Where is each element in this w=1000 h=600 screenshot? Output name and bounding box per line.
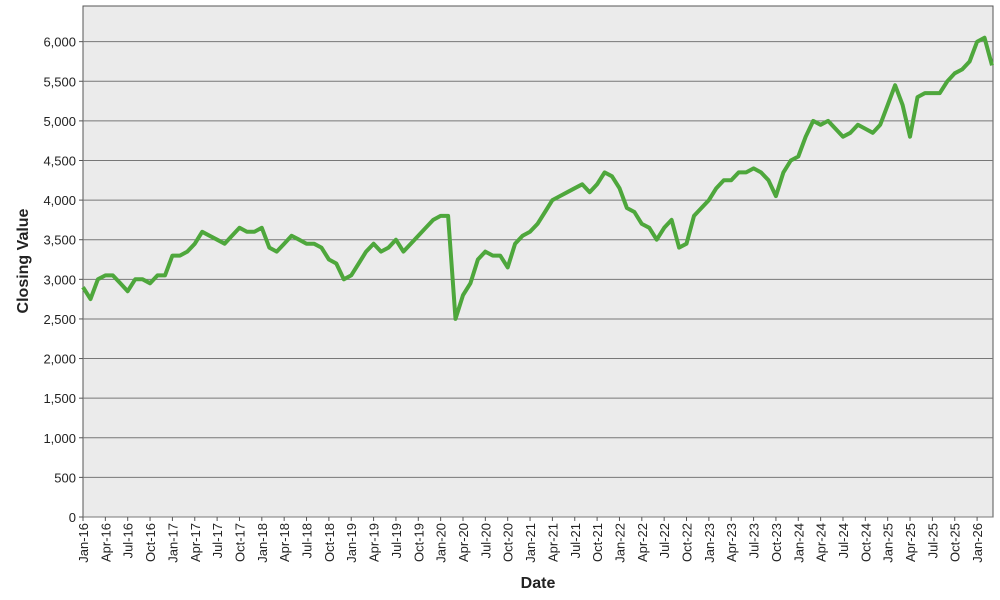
x-tick-label: Apr-19 <box>367 523 382 562</box>
x-tick-label: Jan-17 <box>165 523 180 563</box>
y-tick-label: 0 <box>69 510 76 525</box>
y-tick-label: 1,000 <box>43 431 76 446</box>
x-tick-label: Apr-24 <box>814 523 829 562</box>
x-tick-label: Jan-24 <box>791 523 806 563</box>
x-tick-label: Jul-16 <box>121 523 136 558</box>
x-tick-label: Jul-19 <box>389 523 404 558</box>
x-axis-title: Date <box>521 575 556 592</box>
x-tick-label: Jul-24 <box>836 523 851 558</box>
x-tick-label: Oct-18 <box>322 523 337 562</box>
x-tick-label: Jul-23 <box>747 523 762 558</box>
x-tick-label: Jul-22 <box>657 523 672 558</box>
x-tick-label: Apr-23 <box>724 523 739 562</box>
x-tick-label: Jul-17 <box>210 523 225 558</box>
x-tick-label: Apr-16 <box>98 523 113 562</box>
closing-line <box>81 35 994 321</box>
x-tick-label: Jan-22 <box>612 523 627 563</box>
x-tick-label: Apr-18 <box>277 523 292 562</box>
y-tick-label: 2,500 <box>43 312 76 327</box>
x-tick-label: Jul-20 <box>478 523 493 558</box>
x-tick-label: Apr-22 <box>635 523 650 562</box>
x-tick-label: Oct-24 <box>858 523 873 562</box>
x-tick-label: Jul-18 <box>300 523 315 558</box>
y-tick-label: 4,000 <box>43 193 76 208</box>
x-tick-label: Apr-17 <box>188 523 203 562</box>
y-tick-label: 5,000 <box>43 114 76 129</box>
x-tick-label: Jul-21 <box>568 523 583 558</box>
x-tick-label: Jan-23 <box>702 523 717 563</box>
x-tick-label: Oct-20 <box>501 523 516 562</box>
y-tick-label: 3,500 <box>43 233 76 248</box>
y-tick-label: 5,500 <box>43 74 76 89</box>
x-tick-label: Oct-25 <box>948 523 963 562</box>
x-tick-label: Oct-22 <box>680 523 695 562</box>
y-tick-label: 2,000 <box>43 352 76 367</box>
x-tick-label: Jan-26 <box>970 523 985 563</box>
x-tick-label: Jan-25 <box>881 523 896 563</box>
y-axis-title: Closing Value <box>15 208 32 313</box>
x-tick-label: Jul-25 <box>925 523 940 558</box>
x-tick-label: Jan-21 <box>523 523 538 563</box>
x-tick-label: Jan-19 <box>344 523 359 563</box>
plot-area <box>82 5 994 518</box>
x-tick-label: Oct-17 <box>232 523 247 562</box>
x-tick-label: Apr-25 <box>903 523 918 562</box>
y-tick-label: 500 <box>54 470 76 485</box>
y-tick-label: 1,500 <box>43 391 76 406</box>
x-tick-label: Jan-18 <box>255 523 270 563</box>
y-tick-label: 3,000 <box>43 272 76 287</box>
x-tick-label: Jan-16 <box>76 523 91 563</box>
x-tick-label: Jan-20 <box>434 523 449 563</box>
x-tick-label: Oct-23 <box>769 523 784 562</box>
x-tick-label: Oct-16 <box>143 523 158 562</box>
x-tick-label: Apr-21 <box>545 523 560 562</box>
y-tick-label: 4,500 <box>43 153 76 168</box>
y-tick-label: 6,000 <box>43 35 76 50</box>
x-tick-label: Apr-20 <box>456 523 471 562</box>
x-tick-label: Oct-21 <box>590 523 605 562</box>
x-tick-label: Oct-19 <box>411 523 426 562</box>
